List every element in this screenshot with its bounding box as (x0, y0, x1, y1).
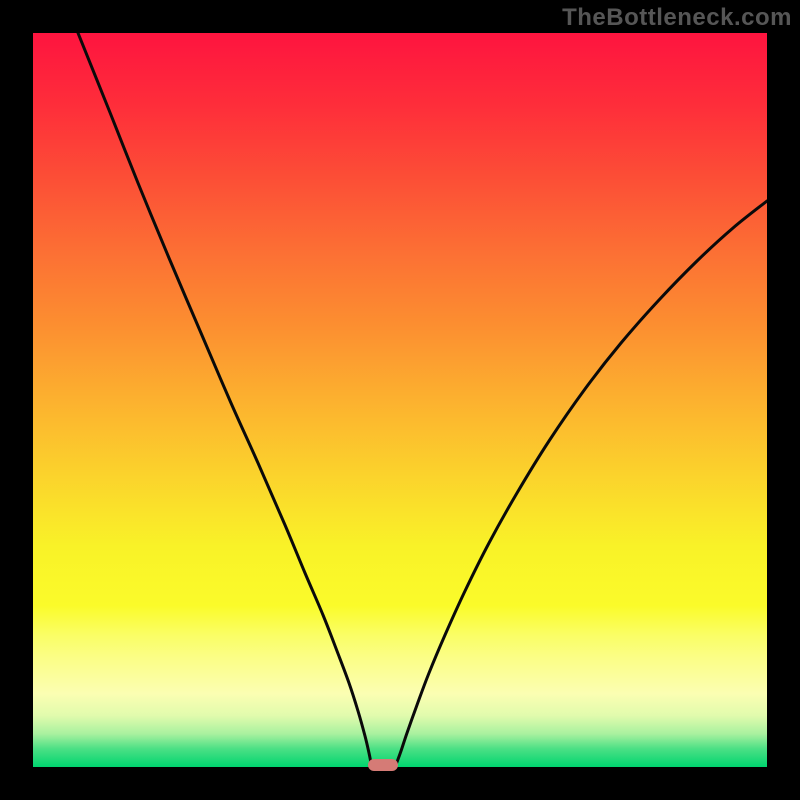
chart-container: TheBottleneck.com (0, 0, 800, 800)
optimal-marker (368, 759, 398, 771)
plot-area (33, 33, 767, 767)
watermark-text: TheBottleneck.com (562, 4, 792, 32)
bottleneck-curve (33, 33, 767, 767)
